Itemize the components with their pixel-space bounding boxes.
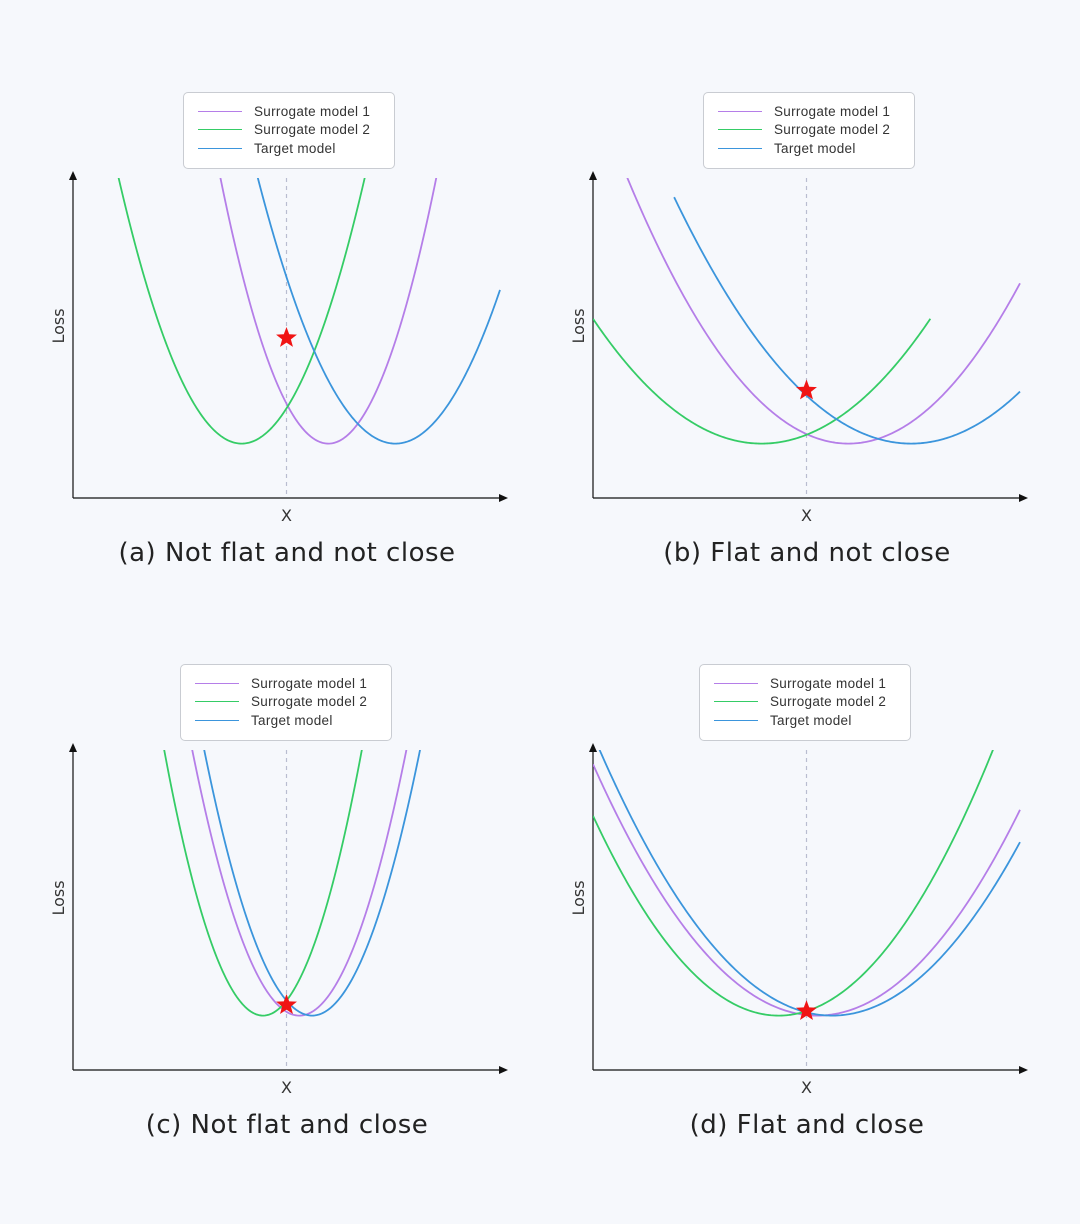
- star-marker: [796, 1000, 817, 1021]
- series-line-surrogate-model-2: [593, 318, 932, 445]
- x-axis-label: X: [801, 1078, 812, 1097]
- legend-swatch: [195, 682, 239, 684]
- x-axis-label: X: [801, 506, 812, 525]
- legend-swatch: [198, 147, 242, 149]
- legend-label: Target model: [774, 140, 856, 156]
- y-axis-label: Loss: [569, 880, 588, 915]
- star-marker: [276, 994, 297, 1014]
- panel-caption: (a) Not flat and not close: [118, 538, 456, 568]
- panel-caption: (d) Flat and close: [689, 1110, 925, 1140]
- legend-swatch: [718, 129, 762, 131]
- panel-b: X Loss Surrogate model 1 Surrogate model …: [547, 0, 1067, 600]
- x-axis-arrow: [499, 494, 508, 502]
- y-axis-label: Loss: [49, 308, 68, 343]
- x-axis-label: X: [281, 506, 292, 525]
- star-marker: [796, 379, 817, 400]
- legend-item: Surrogate model 2: [195, 693, 391, 712]
- y-axis-arrow: [589, 171, 597, 180]
- legend-label: Target model: [770, 712, 852, 728]
- y-axis-arrow: [69, 171, 77, 180]
- legend-item: Surrogate model 2: [714, 693, 910, 712]
- y-axis-label: Loss: [49, 880, 68, 915]
- series-line-target-model: [673, 196, 1021, 445]
- legend-swatch: [198, 129, 242, 131]
- panel-caption: (b) Flat and not close: [663, 538, 951, 568]
- series-line-target-model: [598, 750, 1021, 1017]
- legend-label: Surrogate model 1: [770, 675, 887, 691]
- legend-swatch: [714, 701, 758, 703]
- legend-item: Target model: [198, 139, 394, 158]
- legend-item: Surrogate model 2: [198, 121, 394, 140]
- panel-a: X Loss Surrogate model 1 Surrogate model …: [27, 0, 547, 600]
- series-line-target-model: [203, 750, 421, 1017]
- legend-item: Surrogate model 2: [718, 121, 914, 140]
- legend-label: Surrogate model 1: [254, 103, 371, 119]
- legend-item: Target model: [714, 711, 910, 730]
- legend-swatch: [195, 719, 239, 721]
- star-marker: [276, 327, 297, 347]
- legend-swatch: [714, 719, 758, 721]
- legend-label: Target model: [251, 712, 333, 728]
- legend-item: Surrogate model 1: [195, 674, 391, 693]
- y-axis-arrow: [69, 743, 77, 752]
- series-line-surrogate-model-1: [219, 178, 438, 445]
- legend-item: Surrogate model 1: [198, 102, 394, 121]
- legend-swatch: [718, 147, 762, 149]
- plot-b: X Loss: [569, 171, 1028, 525]
- panel-caption: (c) Not flat and close: [145, 1110, 429, 1140]
- legend-label: Surrogate model 2: [770, 694, 887, 710]
- x-axis-arrow: [1019, 494, 1028, 502]
- y-axis-arrow: [589, 743, 597, 752]
- legend-swatch: [714, 682, 758, 684]
- legend-swatch: [195, 701, 239, 703]
- legend-label: Surrogate model 2: [774, 122, 891, 138]
- x-axis-arrow: [1019, 1066, 1028, 1074]
- x-axis-arrow: [499, 1066, 508, 1074]
- plot-a: X Loss: [49, 171, 508, 525]
- plot-d: X Loss: [569, 743, 1028, 1097]
- legend-label: Target model: [254, 140, 336, 156]
- legend-item: Target model: [195, 711, 391, 730]
- legend-d: Surrogate model 1 Surrogate model 2 Targ…: [699, 664, 911, 741]
- series-line-surrogate-model-2: [117, 178, 366, 445]
- legend-label: Surrogate model 1: [251, 675, 368, 691]
- legend-b: Surrogate model 1 Surrogate model 2 Targ…: [703, 92, 915, 169]
- legend-label: Surrogate model 2: [251, 694, 368, 710]
- plot-c: X Loss: [49, 743, 508, 1097]
- legend-item: Surrogate model 1: [714, 674, 910, 693]
- series-line-surrogate-model-1: [626, 178, 1021, 445]
- y-axis-label: Loss: [569, 308, 588, 343]
- legend-item: Surrogate model 1: [718, 102, 914, 121]
- legend-swatch: [718, 110, 762, 112]
- legend-label: Surrogate model 2: [254, 122, 371, 138]
- legend-swatch: [198, 110, 242, 112]
- series-line-target-model: [256, 178, 501, 445]
- legend-item: Target model: [718, 139, 914, 158]
- x-axis-label: X: [281, 1078, 292, 1097]
- legend-c: Surrogate model 1 Surrogate model 2 Targ…: [180, 664, 392, 741]
- panel-d: X Loss Surrogate model 1 Surrogate model …: [547, 572, 1067, 1172]
- series-line-surrogate-model-1: [191, 750, 408, 1017]
- legend-label: Surrogate model 1: [774, 103, 891, 119]
- panel-c: X Loss Surrogate model 1 Surrogate model …: [27, 572, 547, 1172]
- legend-a: Surrogate model 1 Surrogate model 2 Targ…: [183, 92, 395, 169]
